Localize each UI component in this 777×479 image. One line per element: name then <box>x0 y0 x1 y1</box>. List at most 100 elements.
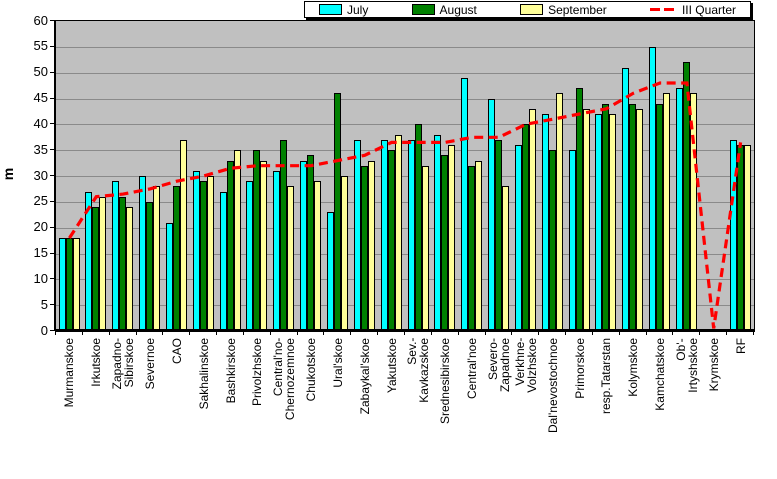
bar-august-1 <box>92 207 100 331</box>
bar-august-20 <box>602 103 610 331</box>
bar-august-16 <box>495 139 503 331</box>
x-category-label: Zapadno- Sibirskoe <box>110 338 137 390</box>
x-tick-mark <box>81 331 83 335</box>
x-tick-mark <box>753 331 754 335</box>
bar-september-7 <box>260 160 268 331</box>
x-category-label: Zabaykal'skoe <box>357 338 372 415</box>
y-tick-label: 20 <box>33 219 48 235</box>
x-category-label: Kamchatskoe <box>653 338 668 411</box>
bar-august-6 <box>226 160 234 331</box>
x-category-label: Severnoe <box>142 338 157 390</box>
x-category-label: Chukotskoe <box>304 338 319 402</box>
bar-july-12 <box>380 139 388 331</box>
x-tick-mark <box>296 331 298 335</box>
bar-september-8 <box>287 186 295 331</box>
legend-item-july: July <box>319 3 368 17</box>
dashed-line-icon <box>649 8 678 11</box>
bar-july-1 <box>85 191 93 331</box>
bar-july-9 <box>300 160 308 331</box>
bar-july-23 <box>675 88 683 331</box>
bar-july-21 <box>622 67 630 331</box>
x-category-label: Bashkirskoe <box>223 338 238 404</box>
x-tick-mark <box>430 331 432 335</box>
y-tick-label: 50 <box>33 64 48 80</box>
bar-september-18 <box>555 93 563 331</box>
bar-july-10 <box>326 212 334 331</box>
x-category-label: resp.Tatarstan <box>599 338 614 415</box>
bar-august-2 <box>119 196 127 331</box>
bar-july-20 <box>595 114 603 331</box>
bar-august-18 <box>548 150 556 331</box>
bar-september-20 <box>609 114 617 331</box>
y-tick-label: 40 <box>33 115 48 131</box>
x-tick-mark <box>457 331 459 335</box>
y-tick-mark <box>50 175 54 176</box>
bar-july-25 <box>729 139 737 331</box>
y-tick-label: 25 <box>33 193 48 209</box>
x-tick-mark <box>189 331 191 335</box>
bar-august-5 <box>199 181 207 331</box>
y-tick-mark <box>50 200 54 202</box>
bar-september-9 <box>314 181 322 331</box>
bar-september-10 <box>340 176 348 331</box>
july-swatch-icon <box>319 4 342 15</box>
bar-september-16 <box>502 186 510 331</box>
y-tick-label: 5 <box>40 296 48 312</box>
x-category-label: Irkutskoe <box>89 338 104 387</box>
x-category-label: Verkhne- Volzhskoe <box>512 338 539 393</box>
x-category-label: Ob'- Irtyshskoe <box>673 338 700 393</box>
bar-september-5 <box>206 176 214 331</box>
x-tick-mark <box>135 331 137 335</box>
bar-september-14 <box>448 145 456 331</box>
bar-august-25 <box>736 145 744 331</box>
bar-september-17 <box>528 108 536 331</box>
bar-september-3 <box>153 186 161 331</box>
legend-item-august: August <box>411 3 477 17</box>
bar-august-23 <box>682 62 690 331</box>
y-tick-label: 0 <box>40 322 48 338</box>
y-tick-mark <box>50 149 54 151</box>
bar-september-0 <box>72 238 80 331</box>
x-tick-mark <box>108 331 110 335</box>
x-category-label: Ural'skoe <box>330 338 345 388</box>
gridline <box>56 72 754 74</box>
september-swatch-icon <box>520 4 544 15</box>
x-category-label: Dal'nevostochnoe <box>545 338 560 434</box>
bar-august-13 <box>414 124 422 331</box>
x-tick-mark <box>726 331 728 335</box>
chart-legend: July August September III Quarter <box>304 1 751 18</box>
bar-august-17 <box>521 124 529 331</box>
x-category-label: Central'noe <box>465 338 480 399</box>
bar-july-4 <box>165 222 173 331</box>
x-tick-mark <box>269 331 271 335</box>
x-tick-mark <box>565 331 567 335</box>
bar-july-0 <box>58 238 66 331</box>
bar-september-13 <box>421 165 429 331</box>
y-tick-mark <box>50 71 54 73</box>
y-tick-mark <box>50 97 54 99</box>
bar-august-22 <box>656 103 664 331</box>
bar-august-7 <box>253 150 261 331</box>
bar-july-17 <box>514 145 522 331</box>
bar-july-6 <box>219 191 227 331</box>
y-tick-mark <box>50 252 54 254</box>
bar-july-5 <box>192 170 200 331</box>
bar-september-21 <box>636 108 644 331</box>
x-tick-mark <box>484 331 486 335</box>
y-tick-label: 15 <box>33 245 48 260</box>
y-tick-label: 45 <box>33 90 48 105</box>
y-tick-label: 60 <box>33 12 48 28</box>
plot-area <box>55 20 755 332</box>
bar-august-0 <box>65 238 73 331</box>
bar-september-19 <box>582 108 590 331</box>
bar-august-3 <box>146 201 154 331</box>
x-tick-mark <box>699 331 701 335</box>
bar-august-11 <box>360 165 368 331</box>
bar-july-11 <box>353 139 361 331</box>
x-tick-mark <box>618 331 620 335</box>
x-tick-mark <box>162 331 164 335</box>
bar-september-15 <box>475 160 483 331</box>
bar-july-16 <box>488 98 496 331</box>
bar-july-3 <box>139 176 147 331</box>
